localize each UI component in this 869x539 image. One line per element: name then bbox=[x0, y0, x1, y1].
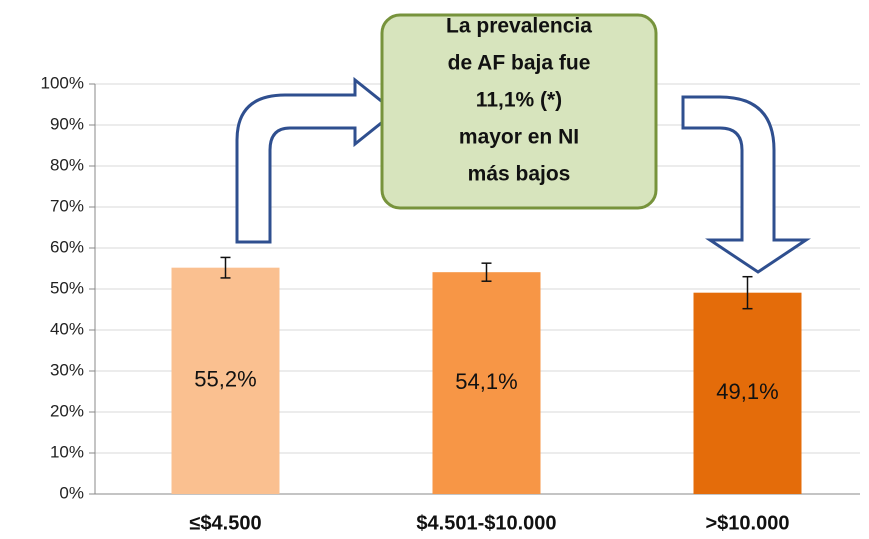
y-tick-label: 10% bbox=[50, 442, 84, 461]
y-tick-label: 30% bbox=[50, 360, 84, 379]
annotation-line: mayor en NI bbox=[459, 126, 579, 149]
y-tick-label: 100% bbox=[41, 73, 84, 92]
y-tick-label: 40% bbox=[50, 319, 84, 338]
bar bbox=[171, 267, 280, 494]
annotation: La prevalencia de AF baja fue 11,1% (*) may… bbox=[446, 15, 592, 186]
x-tick-label: ≤$4.500 bbox=[189, 512, 261, 534]
annotation-line: La prevalencia bbox=[446, 15, 592, 38]
value-label: 54,1% bbox=[455, 369, 517, 394]
y-tick-label: 80% bbox=[50, 155, 84, 174]
bar bbox=[432, 272, 541, 494]
plot-area: 0% 10% 20% 30% 40% 50% 60% 70% 80% 90% 100% ≤$4.500… bbox=[41, 73, 860, 534]
value-label: 49,1% bbox=[716, 379, 778, 404]
y-tick-label: 60% bbox=[50, 237, 84, 256]
y-tick-label: 90% bbox=[50, 114, 84, 133]
arrow-left bbox=[235, 76, 398, 244]
bar bbox=[693, 292, 802, 494]
annotation-line: 11,1% (*) bbox=[476, 89, 562, 112]
annotation-line: más bajos bbox=[468, 163, 571, 186]
x-tick-label: >$10.000 bbox=[706, 512, 790, 534]
y-tick-label: 70% bbox=[50, 196, 84, 215]
y-tick-label: 20% bbox=[50, 401, 84, 420]
arrow-right bbox=[681, 95, 811, 274]
annotation-line: de AF baja fue bbox=[448, 52, 591, 75]
y-tick-label: 50% bbox=[50, 278, 84, 297]
annotation-box bbox=[380, 13, 658, 210]
x-tick-label: $4.501-$10.000 bbox=[416, 512, 556, 534]
value-label: 55,2% bbox=[194, 367, 256, 392]
y-tick-label: 0% bbox=[59, 483, 84, 502]
